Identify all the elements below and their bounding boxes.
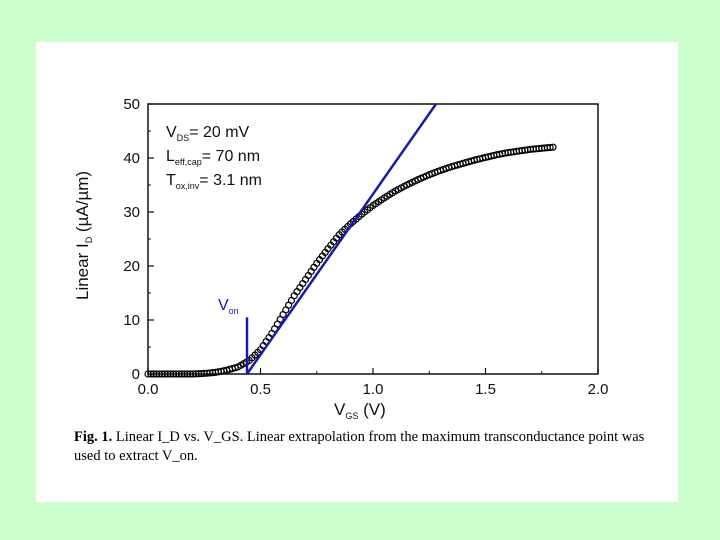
param-leff-sub: eff,cap [175, 157, 202, 167]
figure-caption: Fig. 1. Linear I_D vs. V_GS. Linear extr… [74, 428, 654, 466]
param-leff-rest: = 70 nm [202, 148, 260, 165]
x-axis-title-sub: GS [345, 411, 358, 421]
x-axis-title-rest: (V) [358, 400, 385, 419]
x-tick-label: 0.0 [138, 381, 159, 398]
plot-frame [147, 103, 599, 375]
param-tox-rest: = 3.1 nm [199, 172, 262, 189]
y-axis-title: Linear ID (µA/µm) [73, 171, 94, 300]
param-vds: VDS= 20 mV [166, 124, 250, 143]
y-axis-title-sub: D [84, 236, 94, 243]
param-tox: Tox,inv= 3.1 nm [166, 172, 262, 191]
param-leff: Leff,cap= 70 nm [166, 148, 260, 167]
von-label-main: V [218, 297, 229, 314]
y-tick-label: 50 [123, 96, 140, 113]
x-tick-label: 2.0 [588, 381, 609, 398]
param-tox-sub: ox,inv [176, 181, 200, 191]
param-leff-main: L [166, 148, 175, 165]
y-tick-label: 10 [123, 312, 140, 329]
x-axis-title: VGS (V) [334, 400, 386, 421]
extrapolation-line [245, 103, 438, 375]
data-point [546, 143, 554, 152]
x-tick-label: 1.0 [363, 381, 384, 398]
tick-labels: 0.0 0.5 1.0 1.5 2.0 0 10 20 30 40 50 [123, 96, 608, 398]
y-tick-label: 30 [123, 204, 140, 221]
y-tick-label: 40 [123, 150, 140, 167]
y-axis-title-rest: (µA/µm) [73, 171, 92, 237]
caption-text: Linear I_D vs. V_GS. Linear extrapolatio… [74, 429, 645, 464]
x-tick-label: 0.5 [250, 381, 271, 398]
von-label-sub: on [229, 306, 239, 316]
y-tick-label: 20 [123, 258, 140, 275]
caption-label: Fig. 1. [74, 429, 113, 445]
param-vds-main: V [166, 124, 177, 141]
y-axis-title-main: Linear I [73, 243, 92, 300]
x-tick-label: 1.5 [475, 381, 496, 398]
param-vds-sub: DS [177, 133, 190, 143]
axis-ticks [147, 103, 599, 375]
slide-panel: 0.0 0.5 1.0 1.5 2.0 0 10 20 30 40 50 Von VDS= 20 m… [36, 42, 678, 502]
x-axis-title-main: V [334, 400, 346, 419]
param-tox-main: T [166, 172, 176, 189]
von-label: Von [218, 297, 239, 316]
data-point [549, 143, 557, 151]
param-vds-rest: = 20 mV [189, 124, 249, 141]
y-tick-label: 0 [132, 366, 140, 383]
